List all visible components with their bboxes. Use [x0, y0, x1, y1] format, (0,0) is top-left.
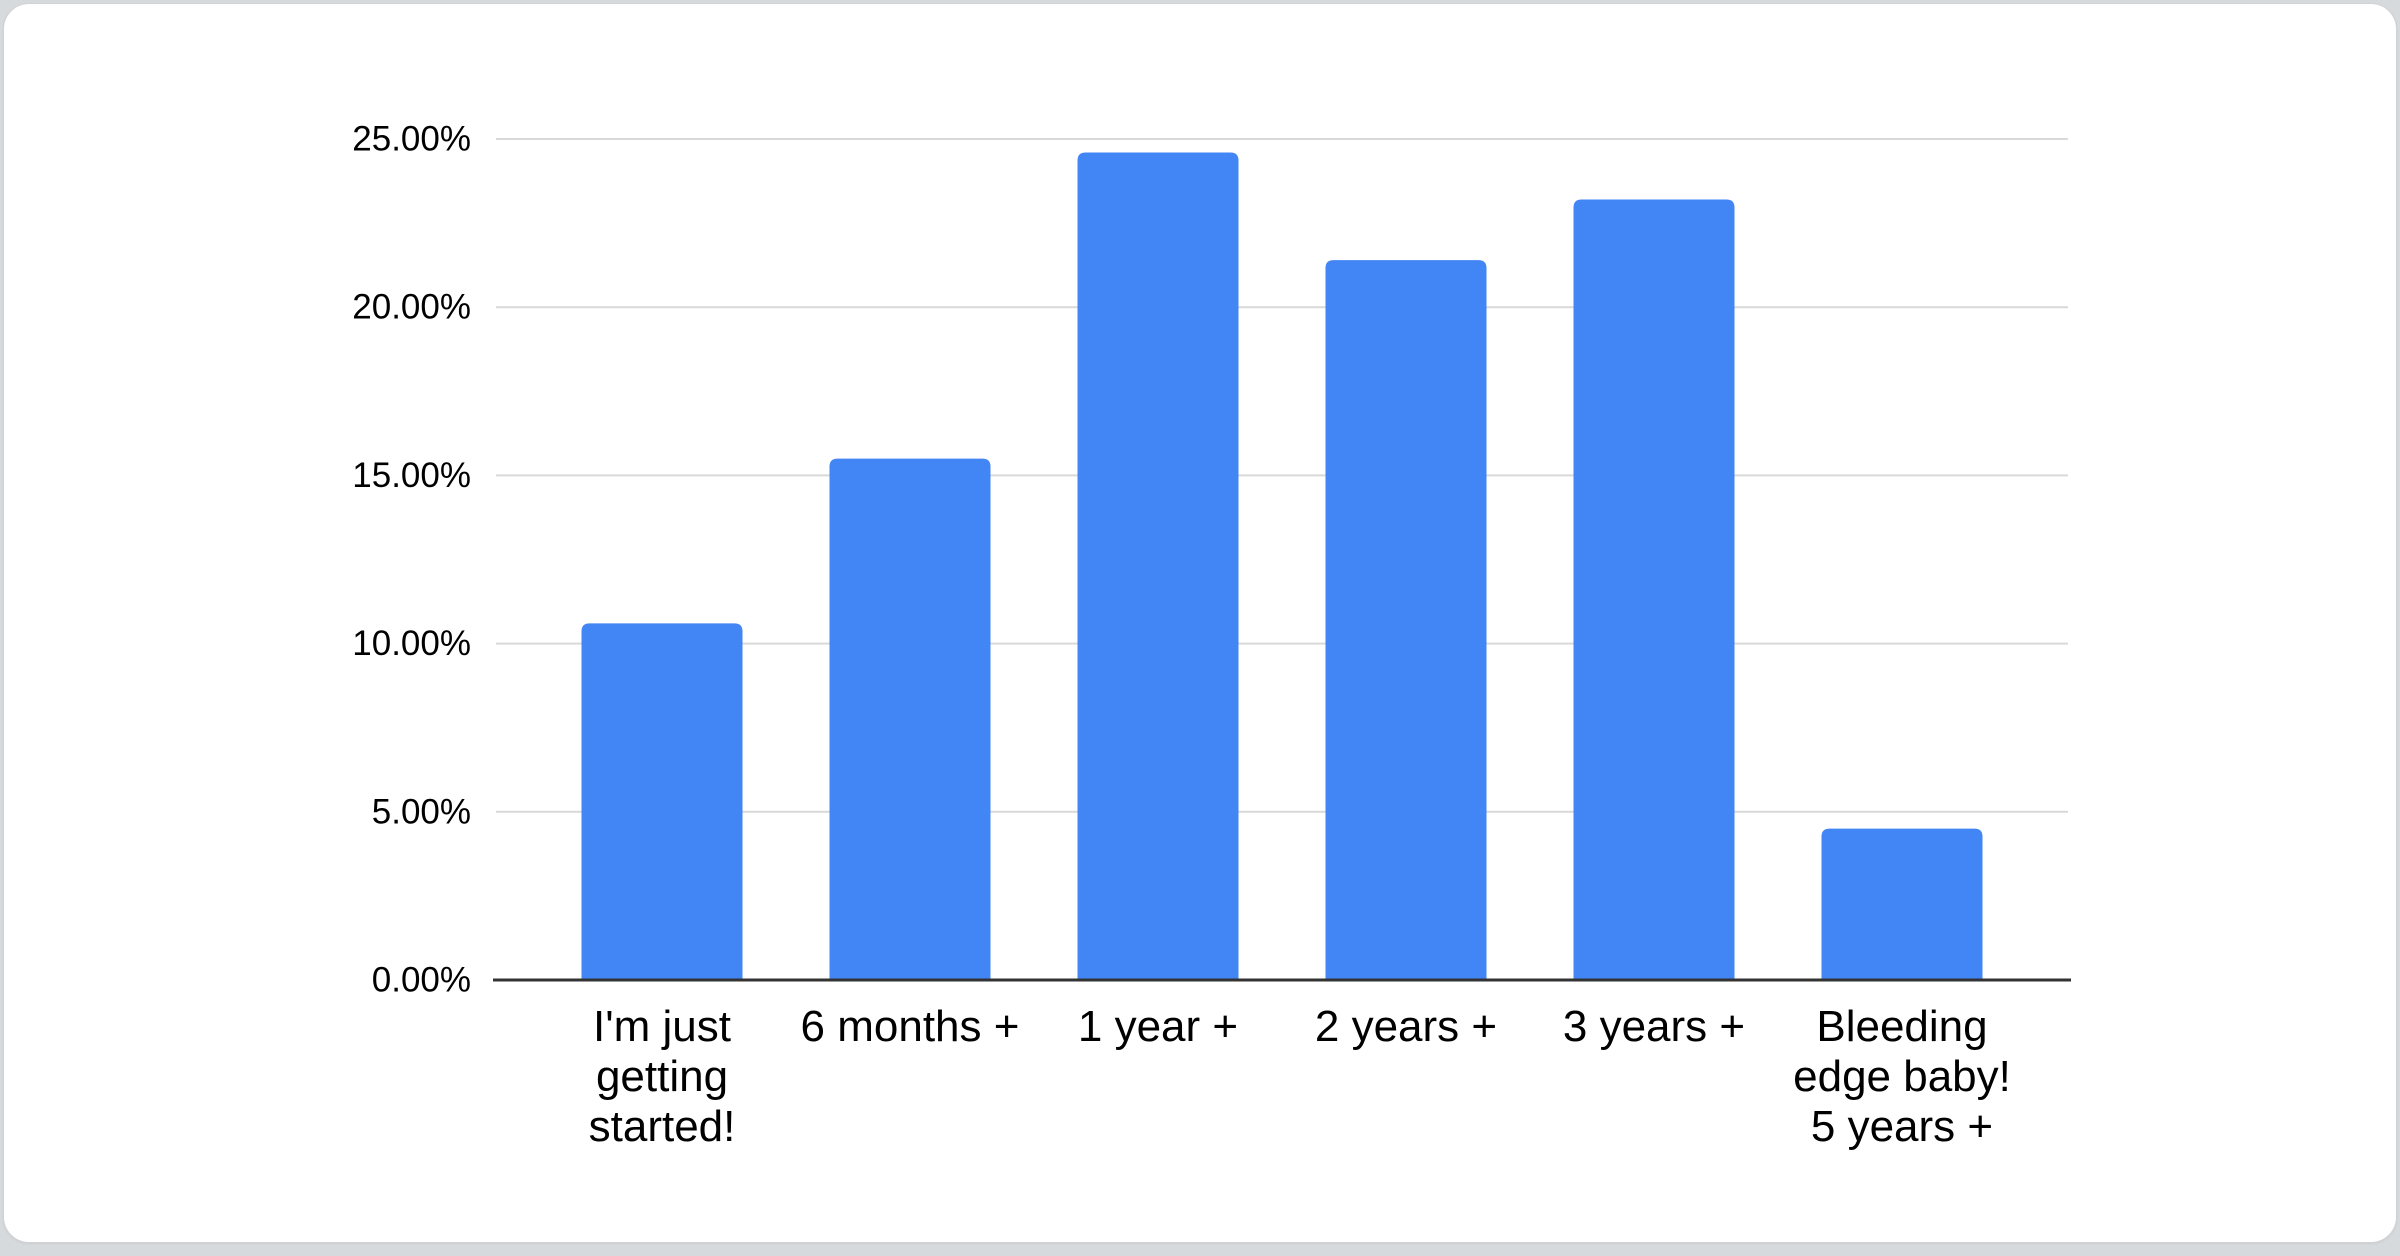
y-tick-label: 5.00% [372, 792, 471, 831]
chart-card: 0.00% 5.00% 10.00% 15.00% 20.00% 25.00% I'm ju… [3, 3, 2397, 1243]
x-category-label: 1 year + [1078, 1002, 1238, 1051]
x-category-label: 2 years + [1315, 1002, 1497, 1051]
x-category-label: Bleeding edge baby! 5 years + [1793, 1002, 2011, 1151]
bar[interactable]: Bleeding edge baby! 5 years +: 4.5% [1821, 828, 1983, 980]
x-category-label: 3 years + [1563, 1002, 1745, 1051]
bar[interactable]: 2 years +: 21.4% [1325, 260, 1487, 980]
bar[interactable]: 1 year +: 24.6% [1077, 152, 1239, 980]
x-category-label: 6 months + [801, 1002, 1020, 1051]
y-tick-label: 15.00% [352, 456, 471, 495]
bar-chart: 0.00% 5.00% 10.00% 15.00% 20.00% 25.00% I'm ju… [352, 120, 2071, 1151]
y-tick-label: 10.00% [352, 624, 471, 663]
bar[interactable]: 3 years +: 23.2% [1573, 199, 1735, 980]
bar[interactable]: I'm just getting started!: 10.6% [581, 623, 743, 980]
x-category-label: I'm just getting started! [589, 1002, 736, 1151]
y-tick-label: 20.00% [352, 288, 471, 327]
bar[interactable]: 6 months +: 15.5% [829, 458, 991, 981]
y-tick-label: 0.00% [372, 961, 471, 1000]
y-tick-label: 25.00% [352, 120, 471, 159]
